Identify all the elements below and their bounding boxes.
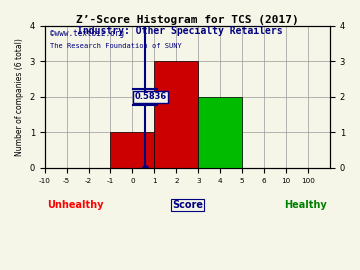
Text: Score: Score: [172, 200, 203, 210]
Y-axis label: Number of companies (6 total): Number of companies (6 total): [15, 38, 24, 156]
Text: The Research Foundation of SUNY: The Research Foundation of SUNY: [50, 43, 182, 49]
Text: Unhealthy: Unhealthy: [48, 200, 104, 210]
Title: Z’-Score Histogram for TCS (2017): Z’-Score Histogram for TCS (2017): [76, 15, 299, 25]
Text: Industry: Other Specialty Retailers: Industry: Other Specialty Retailers: [77, 26, 283, 36]
Bar: [111, 132, 154, 168]
Text: Healthy: Healthy: [284, 200, 327, 210]
Text: 0.5836: 0.5836: [134, 92, 167, 101]
Text: ©www.textbiz.org: ©www.textbiz.org: [50, 29, 124, 38]
Bar: [198, 97, 242, 168]
Bar: [154, 61, 198, 168]
